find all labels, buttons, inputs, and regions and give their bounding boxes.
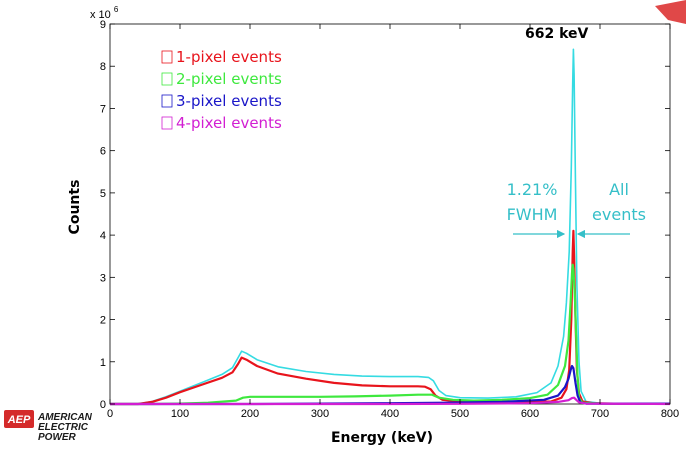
- series-line-all-events: [110, 48, 671, 405]
- y-tick-label: 8: [100, 61, 106, 73]
- series-layer: [110, 48, 671, 406]
- y-multiplier-exponent: 6: [114, 5, 119, 14]
- y-tick-label: 5: [100, 188, 106, 200]
- x-tick-label: 700: [591, 408, 609, 420]
- legend-label: 1-pixel events: [176, 48, 282, 66]
- y-tick-label: 0: [100, 399, 106, 411]
- peak-label: 662 keV: [525, 26, 589, 42]
- all-events-text-line2: events: [592, 205, 646, 224]
- legend: 1-pixel events 2-pixel events 3-pixel even…: [161, 48, 282, 132]
- y-tick-label: 6: [100, 146, 106, 158]
- y-axis-multiplier: x 10 6: [90, 5, 119, 21]
- legend-label: 2-pixel events: [176, 70, 282, 88]
- corner-arrow-shape: [655, 0, 686, 24]
- x-tick-label: 600: [521, 408, 539, 420]
- y-tick-label: 2: [100, 315, 106, 327]
- fwhm-label-text: FWHM: [507, 205, 558, 224]
- y-tick-label: 4: [100, 230, 106, 242]
- x-tick-label: 100: [171, 408, 189, 420]
- x-tick-label: 500: [451, 408, 469, 420]
- series-line-2-pixel-events: [110, 263, 670, 406]
- y-axis-ticks: 0 1 2 3 4 5 6 7 8 9: [100, 19, 670, 411]
- aep-logo-mark: [4, 410, 34, 428]
- series-line-1-pixel-events: [110, 229, 670, 406]
- x-tick-label: 300: [311, 408, 329, 420]
- aep-logo-line1: AMERICAN: [37, 412, 93, 423]
- series-line-4-pixel-events: [110, 396, 671, 406]
- legend-swatch: [161, 94, 173, 108]
- x-axis-title: Energy (keV): [331, 430, 433, 446]
- legend-label: 3-pixel events: [176, 92, 282, 110]
- x-axis-ticks: 0 100 200 300 400 500 600 700 800: [107, 24, 679, 420]
- x-tick-label: 400: [381, 408, 399, 420]
- x-tick-label: 800: [661, 408, 679, 420]
- all-events-text-line1: All: [609, 180, 629, 199]
- y-tick-label: 3: [100, 272, 106, 284]
- y-tick-label: 1: [100, 357, 106, 369]
- x-tick-label: 200: [241, 408, 259, 420]
- aep-logo-mark-text: AEP: [7, 414, 31, 426]
- y-axis-title: Counts: [67, 180, 83, 235]
- legend-swatch: [161, 116, 173, 130]
- legend-swatch: [161, 72, 173, 86]
- aep-logo: AEP AMERICAN ELECTRIC POWER: [4, 410, 93, 443]
- legend-swatch: [161, 50, 173, 64]
- y-multiplier-base: x 10: [90, 9, 111, 21]
- x-tick-label: 0: [107, 408, 113, 420]
- y-tick-label: 9: [100, 19, 106, 31]
- aep-logo-line3: POWER: [38, 432, 77, 443]
- fwhm-percent-text: 1.21%: [507, 180, 558, 199]
- y-tick-label: 7: [100, 103, 106, 115]
- legend-label: 4-pixel events: [176, 114, 282, 132]
- fwhm-annotation: 1.21% FWHM All events: [507, 180, 646, 239]
- aep-logo-line2: ELECTRIC: [38, 422, 89, 433]
